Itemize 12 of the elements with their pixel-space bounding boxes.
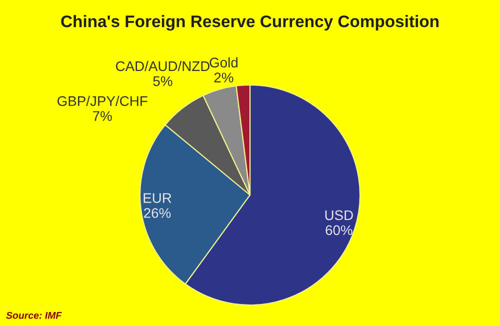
data-label: 5% bbox=[153, 76, 172, 86]
data-label: 2% bbox=[214, 72, 234, 82]
slice-label: CAD/AUD/NZD bbox=[116, 60, 210, 72]
source-note: Source: IMF bbox=[6, 312, 62, 319]
data-label: 60% bbox=[326, 225, 352, 236]
chart-title: China's Foreign Reserve Currency Composition bbox=[61, 15, 438, 31]
slice-label: GBP/JPY/CHF bbox=[58, 96, 148, 106]
data-label: 26% bbox=[144, 208, 171, 218]
data-label: 7% bbox=[93, 111, 112, 121]
slice-label: Gold bbox=[210, 57, 238, 68]
slice-label: EUR bbox=[144, 193, 172, 203]
slice-label: USD bbox=[325, 210, 353, 220]
